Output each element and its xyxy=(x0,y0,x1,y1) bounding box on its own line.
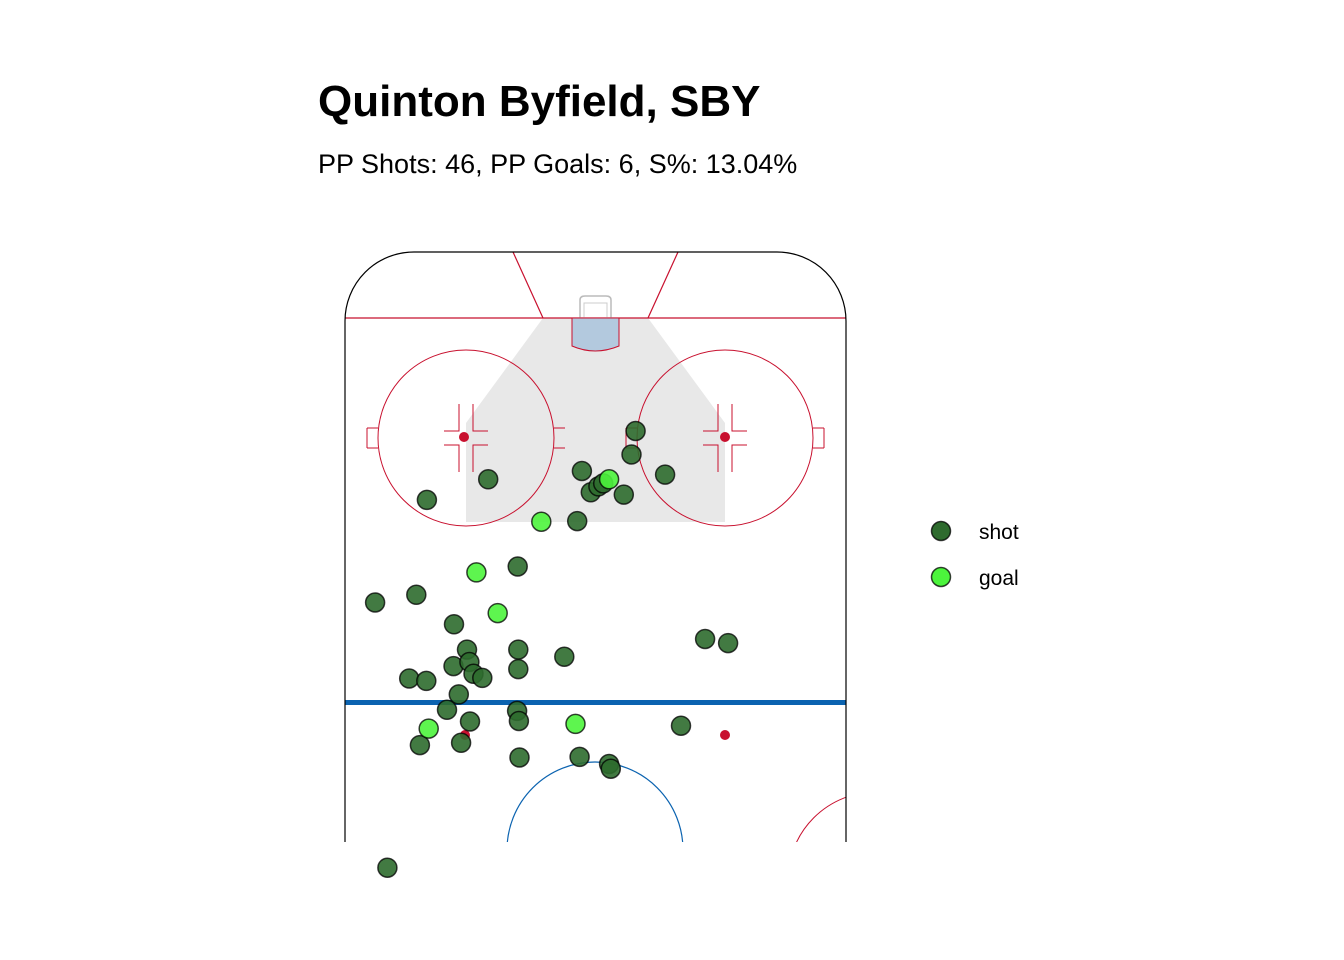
shot-point xyxy=(398,668,420,689)
goal-crease xyxy=(571,317,620,352)
legend-swatch-shot xyxy=(930,520,952,542)
shot-point xyxy=(654,464,676,485)
shot-point xyxy=(566,510,588,532)
shot-point xyxy=(377,857,398,878)
shot-point xyxy=(670,715,692,736)
shot-point xyxy=(508,658,529,680)
goal-point xyxy=(418,718,439,739)
shot-point xyxy=(416,670,437,692)
goal-point xyxy=(565,713,586,735)
shot-point xyxy=(717,632,739,654)
blue-line xyxy=(345,700,846,705)
chart-title: Quinton Byfield, SBY xyxy=(318,77,760,126)
rink-half xyxy=(344,251,847,842)
goal-point xyxy=(466,562,487,583)
shot-point xyxy=(508,710,530,732)
shot-point xyxy=(625,420,646,442)
shot-point xyxy=(416,489,438,511)
trapezoid-right xyxy=(647,252,679,319)
shot-point xyxy=(409,734,431,756)
shot-point xyxy=(450,732,472,754)
shot-point xyxy=(472,667,493,689)
shot-point xyxy=(600,758,622,779)
goal-net-inner xyxy=(583,302,608,318)
shot-point xyxy=(569,746,590,768)
shot-point xyxy=(507,556,528,577)
neutral-dot-right xyxy=(720,730,730,740)
shot-point xyxy=(621,444,642,465)
shot-point xyxy=(459,711,481,732)
goal-point xyxy=(598,469,620,490)
shot-point xyxy=(406,584,427,606)
goal-point xyxy=(531,511,552,532)
shot-point xyxy=(448,684,470,705)
neutral-circle-right xyxy=(787,791,846,842)
shot-point xyxy=(571,460,593,482)
legend-swatch-goal xyxy=(930,566,952,588)
shot-point xyxy=(477,469,499,490)
shot-point xyxy=(509,747,530,768)
legend-label-shot: shot xyxy=(979,521,1019,544)
shot-points xyxy=(364,420,739,878)
shot-point xyxy=(508,639,529,660)
rink-boards xyxy=(344,251,847,842)
shot-point xyxy=(613,484,635,505)
legend: shot goal xyxy=(930,520,1019,590)
shot-point xyxy=(364,592,386,613)
chart-subtitle: PP Shots: 46, PP Goals: 6, S%: 13.04% xyxy=(318,149,797,179)
shot-point xyxy=(443,614,465,635)
legend-label-goal: goal xyxy=(979,567,1019,590)
trapezoid-left xyxy=(512,252,544,319)
goal-net xyxy=(579,295,612,318)
shot-point xyxy=(694,628,716,650)
center-circle xyxy=(506,761,684,842)
faceoff-circle-left xyxy=(366,349,565,527)
shot-point xyxy=(436,699,458,721)
goal-point xyxy=(487,602,508,624)
shot-point xyxy=(554,646,575,667)
